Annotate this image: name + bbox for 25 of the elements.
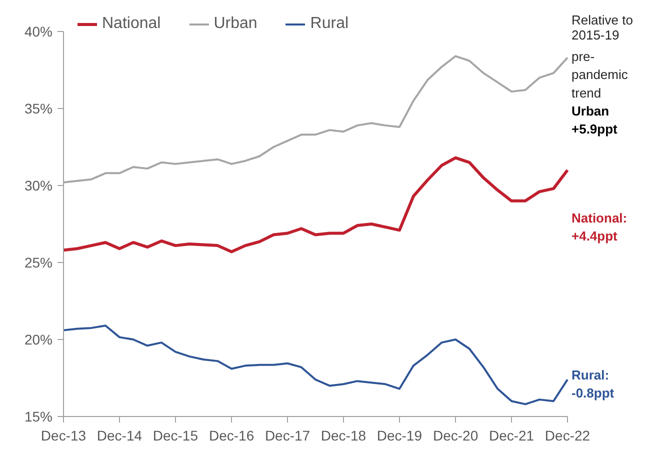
y-tick-label: 20% [24, 332, 53, 348]
y-tick-label: 35% [24, 100, 53, 116]
x-tick-label: Dec-17 [264, 428, 310, 444]
y-tick-label: 40% [24, 24, 53, 40]
x-tick-label: Dec-15 [152, 428, 198, 444]
x-tick-label: Dec-16 [208, 428, 254, 444]
text: National: +4.4ppt [572, 210, 628, 244]
line-series [64, 156, 569, 254]
legend-label: Urban [214, 15, 258, 33]
text: Relative to 2015-19 pre-pandemic trend [572, 12, 633, 100]
x-tick-label: Dec-21 [488, 428, 534, 444]
x-tick-label: Dec-13 [40, 428, 86, 444]
x-tick-label: Dec-22 [544, 428, 590, 444]
x-tick-label: Dec-19 [376, 428, 422, 444]
legend-label: Rural [310, 15, 349, 33]
text: Rural: -0.8ppt [572, 368, 615, 401]
y-tick-label: 25% [24, 254, 53, 270]
line-series [64, 324, 568, 406]
x-tick-label: Dec-18 [320, 428, 366, 444]
x-tick-label: Dec-20 [433, 428, 478, 444]
y-tick-label: 15% [24, 408, 53, 424]
text: Urban +5.9ppt [572, 104, 618, 137]
legend-label: National [102, 15, 161, 33]
x-tick-label: Dec-14 [96, 428, 142, 444]
y-tick-label: 30% [24, 178, 53, 194]
